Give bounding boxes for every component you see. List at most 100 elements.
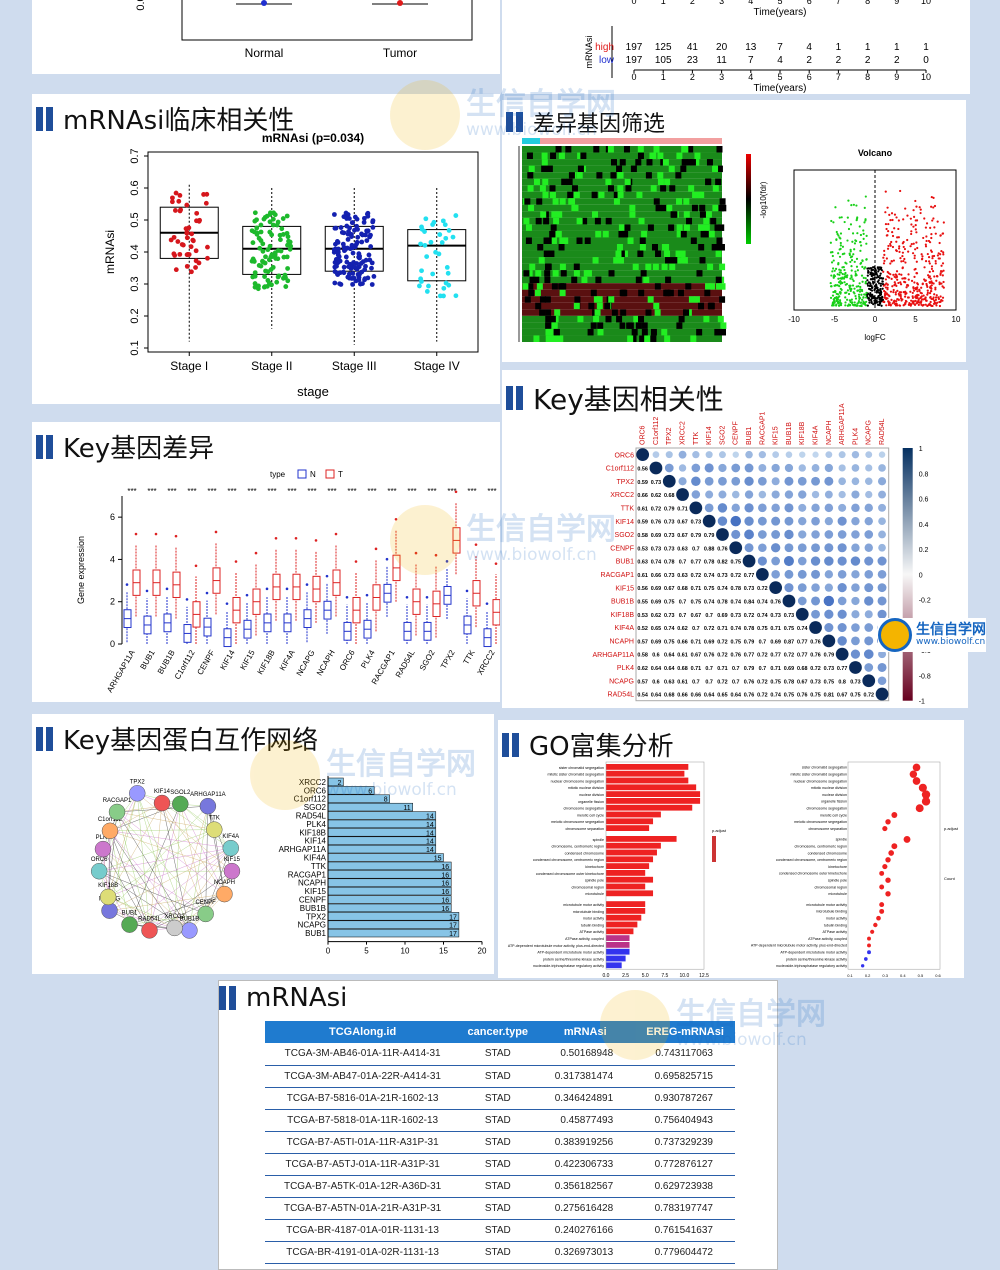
network-edge [180, 803, 231, 849]
heatmap-cell [675, 172, 682, 179]
heatmap-cell [664, 250, 671, 258]
corr-value: 0.64 [731, 693, 742, 699]
colorbar-tick-label: 0 [919, 572, 923, 579]
volcano-point [855, 204, 858, 207]
heatmap-cell [680, 230, 687, 238]
corr-circle [678, 477, 687, 486]
volcano-point [862, 300, 865, 303]
corr-value: 0.66 [677, 693, 688, 699]
volcano-point [893, 302, 897, 306]
data-point [270, 216, 276, 222]
network-edge [137, 793, 190, 931]
risk-count: 4 [806, 42, 812, 53]
data-point [341, 264, 347, 270]
volcano-point [900, 260, 903, 263]
corr-circle [744, 543, 754, 553]
corr-circle [731, 490, 740, 499]
top-right-panel: 0 1 2 3 4 5 6 7 8 9 10 Time(years) mRNAsi high 197 125 4… [502, 0, 970, 94]
table-cell: 0.326973013 [535, 1241, 636, 1264]
table-row: TCGA-3M-AB46-01A-11R-A414-31 STAD 0.501689… [265, 1043, 735, 1066]
heatmap-cell [698, 224, 705, 231]
volcano-point [896, 278, 899, 281]
data-point [341, 230, 347, 236]
go-term-label: mitotic nuclear division [568, 786, 604, 790]
corr-value: 0.58 [637, 653, 648, 659]
network-node [90, 862, 108, 880]
corr-value: 0.75 [850, 693, 861, 699]
corr-value: 0.7 [732, 666, 740, 672]
x-axis-label: Time(years) [754, 83, 807, 94]
heatmap-cell [542, 191, 549, 199]
heatmap-cell [525, 224, 532, 231]
corr-value: 0.7 [692, 626, 700, 632]
corr-circle [851, 503, 860, 513]
bar-value: 11 [403, 805, 410, 812]
corr-circle [837, 570, 847, 579]
go-dot [918, 783, 927, 792]
diagonal-circle [822, 634, 836, 648]
significance-label: *** [267, 487, 276, 496]
volcano-point [881, 280, 884, 283]
corr-circle [652, 451, 660, 459]
corr-value: 0.72 [757, 693, 768, 699]
volcano-point [863, 267, 866, 270]
volcano-point [855, 217, 859, 220]
volcano-point [924, 243, 927, 246]
volcano-point [838, 248, 841, 251]
volcano-point [877, 270, 880, 273]
heatmap-cell [548, 250, 555, 258]
corr-circle [851, 450, 860, 459]
volcano-point [892, 290, 895, 294]
heatmap-cell [549, 185, 556, 192]
corr-circle [838, 464, 846, 472]
heatmap-cell [667, 289, 674, 297]
volcano-point [877, 291, 880, 294]
data-point [177, 208, 183, 214]
heatmap-cell [653, 146, 660, 153]
heatmap-cell [523, 217, 530, 225]
heatmap-cell [715, 276, 722, 284]
corr-circle [864, 530, 874, 539]
significance-label: *** [407, 487, 416, 496]
column-label: KIF14 [706, 426, 713, 445]
volcano-point [857, 285, 860, 288]
network-edge [207, 806, 233, 872]
heatmap-cell [655, 250, 662, 258]
outlier [334, 532, 338, 536]
degree-bar [327, 828, 437, 837]
ppi-network: KIF14 SGOL2 ARHGAP11ATTKKIF4AKIF15NCAPHCEN… [90, 776, 487, 956]
go-term-label: spindle pole [828, 879, 847, 883]
corr-circle [824, 530, 834, 539]
data-point [168, 237, 174, 243]
heatmap-cell [618, 250, 625, 258]
corr-circle [678, 450, 687, 459]
volcano-point [886, 206, 889, 209]
heatmap-cell [652, 263, 659, 271]
outlier [465, 589, 469, 593]
volcano-point [923, 217, 926, 220]
corr-value: 0.7 [759, 639, 767, 645]
heatmap-cell [704, 289, 711, 297]
degree-bar [327, 903, 452, 913]
corr-value: 0.57 [637, 679, 648, 685]
diagonal-circle [636, 448, 650, 462]
heatmap-cell [526, 270, 533, 277]
volcano-point [867, 267, 870, 270]
go-bar [606, 890, 654, 897]
volcano-point [879, 284, 882, 287]
data-point [334, 270, 340, 276]
data-point [252, 210, 258, 216]
volcano-point [920, 303, 923, 306]
corr-value: 0.81 [824, 693, 835, 699]
heatmap-cell [661, 328, 668, 336]
y-axis-label: -log10(fdr) [759, 181, 768, 218]
colorbar-tick-label: 0.4 [919, 522, 929, 529]
corr-circle [811, 543, 820, 553]
network-edge [109, 806, 209, 911]
significance-label: *** [147, 487, 156, 496]
volcano-point [834, 284, 837, 287]
risk-group-label: high [595, 42, 614, 53]
heatmap-cell [641, 230, 648, 238]
significance-label: *** [487, 487, 496, 496]
corr-circle [757, 476, 767, 486]
